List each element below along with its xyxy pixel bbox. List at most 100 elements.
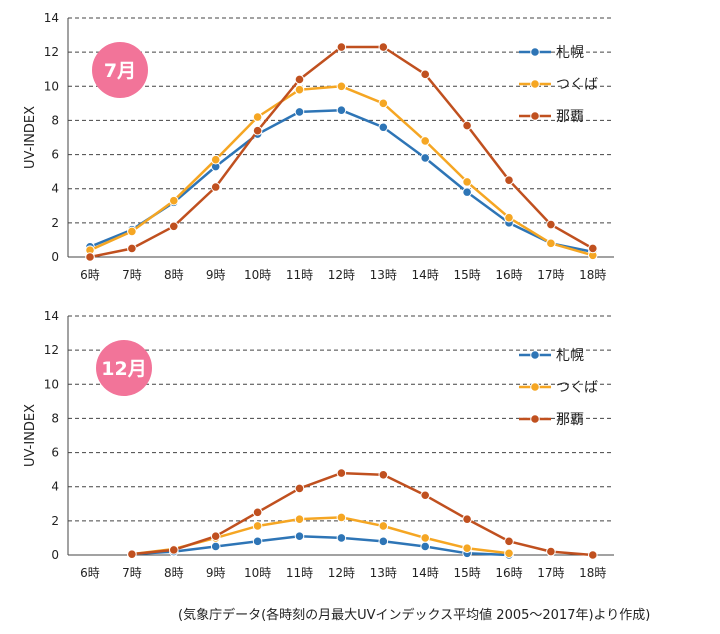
data-point-sapporo	[420, 541, 431, 552]
x-tick-label: 16時	[495, 268, 522, 282]
month-badge	[92, 42, 148, 98]
x-tick-label: 16時	[495, 566, 522, 580]
data-point-naha	[169, 545, 179, 555]
legend-label-sapporo: 札幌	[556, 45, 584, 61]
data-point-naha	[85, 252, 95, 262]
data-point-naha	[546, 546, 556, 557]
y-tick-label: 10	[44, 79, 59, 93]
y-tick-label: 0	[51, 250, 59, 264]
data-point-naha	[504, 536, 514, 547]
data-point-naha	[336, 468, 347, 478]
data-point-naha	[588, 243, 598, 254]
data-point-tsukuba	[504, 212, 514, 223]
y-tick-label: 0	[51, 548, 59, 562]
data-point-tsukuba	[252, 112, 263, 122]
data-point-naha	[210, 531, 221, 542]
legend-swatch-marker	[530, 382, 540, 392]
x-tick-label: 8時	[164, 566, 184, 580]
data-point-tsukuba	[420, 136, 431, 146]
x-tick-label: 6時	[80, 566, 100, 580]
data-point-naha	[336, 42, 347, 52]
data-point-sapporo	[462, 187, 472, 197]
data-point-naha	[127, 243, 137, 254]
x-tick-label: 7時	[122, 566, 142, 580]
series-line-naha	[131, 471, 593, 557]
x-tick-label: 10時	[244, 566, 271, 580]
data-point-tsukuba	[378, 98, 389, 109]
x-tick-label: 13時	[370, 268, 397, 282]
legend-label-tsukuba: つくば	[556, 77, 598, 93]
x-tick-label: 12時	[328, 268, 355, 282]
y-tick-label: 14	[44, 309, 59, 323]
data-point-naha	[420, 69, 431, 80]
data-point-naha	[294, 74, 305, 85]
series-line-sapporo	[131, 534, 510, 557]
legend-label-tsukuba: つくば	[556, 380, 598, 396]
data-point-tsukuba	[210, 154, 221, 165]
y-axis-label: UV-INDEX	[23, 404, 38, 467]
data-point-tsukuba	[336, 81, 347, 92]
x-tick-label: 9時	[206, 566, 226, 580]
x-tick-label: 18時	[579, 566, 606, 580]
x-tick-label: 17時	[537, 566, 564, 580]
data-point-tsukuba	[420, 533, 431, 543]
data-point-naha	[504, 175, 514, 185]
y-tick-label: 10	[44, 377, 59, 391]
data-point-tsukuba	[462, 543, 472, 553]
x-tick-label: 15時	[453, 566, 480, 580]
legend-swatch-marker	[530, 47, 540, 57]
y-tick-label: 4	[51, 182, 59, 196]
x-tick-label: 15時	[453, 268, 480, 282]
data-point-sapporo	[378, 122, 389, 133]
x-tick-label: 8時	[164, 268, 184, 282]
data-point-tsukuba	[127, 226, 137, 237]
data-point-naha	[169, 221, 179, 232]
data-point-sapporo	[294, 107, 305, 117]
y-tick-label: 14	[44, 11, 59, 25]
data-point-tsukuba	[546, 238, 556, 249]
x-tick-label: 17時	[537, 268, 564, 282]
legend-swatch-marker	[530, 111, 540, 121]
month-badge	[96, 340, 152, 396]
y-tick-label: 2	[51, 514, 59, 528]
x-tick-label: 11時	[286, 566, 313, 580]
x-tick-label: 11時	[286, 268, 313, 282]
data-point-naha	[462, 514, 472, 524]
data-point-tsukuba	[252, 521, 263, 531]
chart-panel-1: 0 2 4 6 8 10 12 14 6時 7時 8時 9時 10時 11時 12時 13時 14時 15時 16時…	[23, 11, 614, 282]
data-point-tsukuba	[294, 84, 305, 95]
data-point-naha	[127, 549, 137, 559]
x-tick-label: 18時	[579, 268, 606, 282]
data-point-naha	[252, 507, 263, 518]
y-tick-label: 8	[51, 411, 59, 425]
x-tick-label: 6時	[80, 268, 100, 282]
data-point-sapporo	[294, 531, 305, 542]
data-point-tsukuba	[294, 514, 305, 524]
data-point-sapporo	[378, 536, 389, 547]
series-line-naha	[89, 45, 594, 259]
data-point-sapporo	[420, 153, 431, 163]
chart-panel-2: 0 2 4 6 8 10 12 14 6時 7時 8時 9時 10時 11時 12時 13時 14時 15時 16時…	[23, 309, 614, 580]
month-badge-label: 12月	[101, 358, 146, 380]
month-badge-label: 7月	[104, 60, 136, 82]
source-note: (気象庁データ(各時刻の月最大UVインデックス平均値 2005～2017年)より…	[178, 608, 651, 623]
data-point-tsukuba	[336, 512, 347, 523]
legend-label-sapporo: 札幌	[556, 348, 584, 364]
data-point-naha	[546, 219, 556, 230]
x-tick-label: 9時	[206, 268, 226, 282]
x-tick-label: 14時	[412, 566, 439, 580]
data-point-sapporo	[336, 105, 347, 115]
y-axis-label: UV-INDEX	[23, 106, 38, 169]
x-tick-label: 7時	[122, 268, 142, 282]
y-tick-label: 6	[51, 446, 59, 460]
y-tick-label: 2	[51, 216, 59, 230]
y-tick-label: 8	[51, 113, 59, 127]
legend-label-naha: 那覇	[556, 109, 584, 125]
data-point-tsukuba	[462, 177, 472, 187]
x-tick-label: 12時	[328, 566, 355, 580]
data-point-naha	[462, 120, 472, 131]
x-tick-label: 14時	[412, 268, 439, 282]
legend-swatch-marker	[530, 414, 540, 424]
data-point-naha	[252, 125, 263, 136]
y-tick-label: 6	[51, 148, 59, 162]
